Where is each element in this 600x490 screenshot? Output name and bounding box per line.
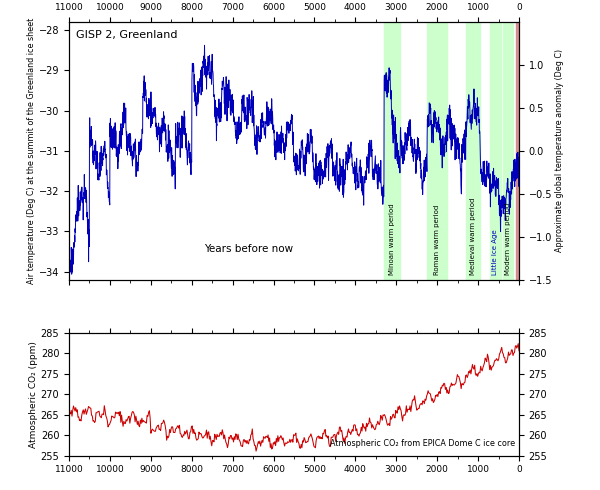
Text: Modern warm period: Modern warm period (505, 202, 511, 274)
Text: GISP 2, Greenland: GISP 2, Greenland (76, 30, 177, 40)
Bar (427, 22, 448, 280)
Bar (384, 22, 400, 280)
Text: Little Ice Age: Little Ice Age (492, 229, 498, 274)
Text: Years before now: Years before now (205, 244, 293, 254)
Y-axis label: Air temperature (Deg C) at the summit of the Greenland ice sheet: Air temperature (Deg C) at the summit of… (27, 18, 36, 284)
Text: Atmospheric CO₂ from EPICA Dome C ice core: Atmospheric CO₂ from EPICA Dome C ice co… (330, 440, 515, 448)
Y-axis label: Atmospheric CO₂ (ppm): Atmospheric CO₂ (ppm) (29, 341, 38, 448)
Bar (503, 22, 513, 280)
Text: Roman warm period: Roman warm period (434, 204, 440, 274)
Y-axis label: Approximate global temperature anomaly (Deg C): Approximate global temperature anomaly (… (555, 49, 564, 252)
Text: Minoan warm period: Minoan warm period (389, 203, 395, 274)
Bar (490, 22, 500, 280)
Bar (466, 22, 480, 280)
Text: Medieval warm period: Medieval warm period (470, 197, 476, 274)
Bar (516, 22, 519, 280)
